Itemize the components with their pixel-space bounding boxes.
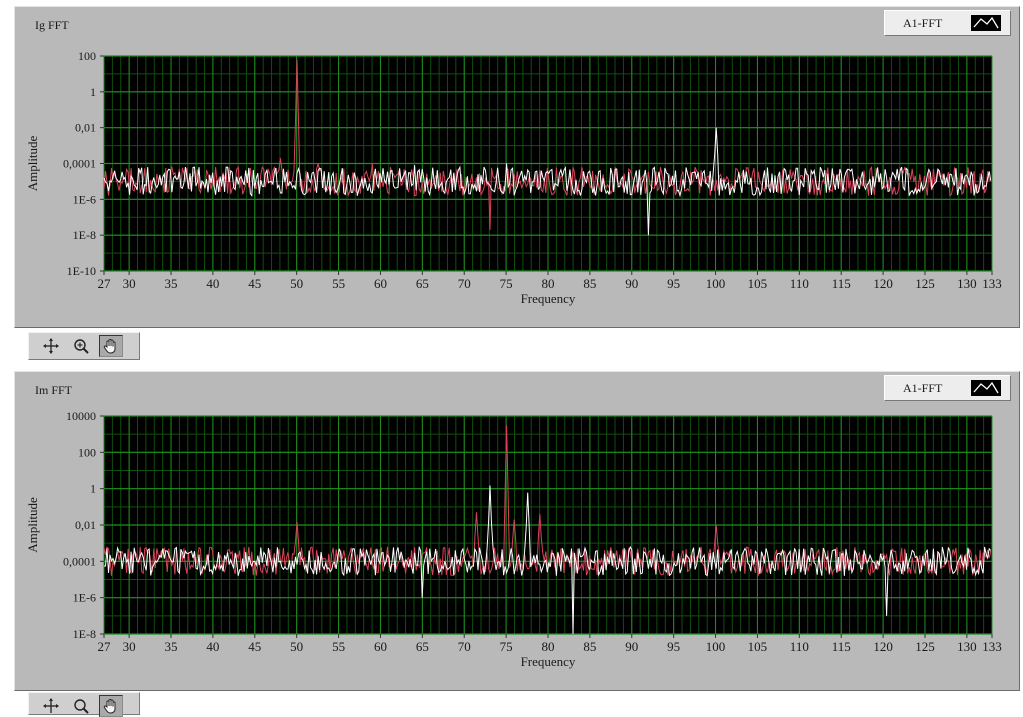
x-tick-label: 85: [583, 276, 596, 291]
y-tick-label: 0,0001: [63, 554, 96, 568]
x-tick-label: 50: [290, 639, 303, 654]
y-tick-label: 100: [78, 49, 96, 63]
x-tick-label: 100: [706, 639, 726, 654]
x-tick-label: 120: [873, 276, 893, 291]
im-fft-chart[interactable]: 27 30 35 40 45 50 55 60 65 70 75 80 85 90 95 100 105 110 1…: [15, 372, 1021, 692]
x-tick-label: 55: [332, 639, 345, 654]
x-tick-label: 115: [832, 276, 851, 291]
x-tick-label: 80: [542, 639, 555, 654]
graph-palette: [28, 332, 140, 360]
x-tick-label: 30: [123, 276, 136, 291]
x-tick-label: 90: [625, 639, 638, 654]
y-tick-label: 0,01: [75, 121, 96, 135]
pan-hand-icon: [103, 339, 116, 354]
x-tick-label: 125: [915, 639, 935, 654]
x-tick-label: 115: [832, 639, 851, 654]
ig-fft-graph-panel: Ig FFT A1-FFT 27 30 35 40 45 50 55 60 65 70 75 80 85…: [14, 6, 1020, 328]
x-tick-label: 95: [667, 639, 680, 654]
x-tick-label: 110: [790, 639, 809, 654]
x-tick-label: 40: [206, 276, 219, 291]
x-tick-label: 133: [982, 639, 1002, 654]
legend-plot-name: A1-FFT: [903, 16, 943, 30]
y-tick-label: 1E-8: [73, 228, 96, 242]
y-tick-label: 1: [90, 482, 96, 496]
x-tick-label: 130: [957, 276, 977, 291]
plot-legend[interactable]: A1-FFT: [884, 375, 1011, 401]
x-tick-label: 45: [248, 639, 261, 654]
x-tick-label: 133: [982, 276, 1002, 291]
x-tick-label: 65: [416, 276, 429, 291]
ig-fft-chart[interactable]: 27 30 35 40 45 50 55 60 65 70 75 80 85 90 95 100 105 110 1…: [15, 7, 1021, 329]
graph-title: Ig FFT: [35, 18, 69, 32]
x-tick-label: 27: [98, 276, 112, 291]
y-tick-label: 100: [78, 445, 96, 459]
y-tick-label: 0,01: [75, 518, 96, 532]
y-tick-label: 1E-6: [73, 192, 96, 206]
cursor-move-tool-button[interactable]: [39, 335, 63, 357]
zoom-tool-button[interactable]: [69, 335, 93, 357]
x-tick-label: 95: [667, 276, 680, 291]
y-tick-label: 1: [90, 85, 96, 99]
x-tick-label: 60: [374, 639, 387, 654]
x-tick-label: 27: [98, 639, 112, 654]
major-grid: [103, 415, 993, 635]
y-axis-label: Amplitude: [25, 135, 40, 191]
cursor-move-tool-button[interactable]: [39, 695, 63, 717]
x-tick-label: 40: [206, 639, 219, 654]
x-tick-label: 30: [123, 639, 136, 654]
pan-tool-button[interactable]: [99, 335, 123, 357]
graph-palette: [28, 692, 140, 717]
x-tick-label: 100: [706, 276, 726, 291]
cursor-move-icon: [43, 338, 59, 354]
x-tick-label: 85: [583, 639, 596, 654]
y-tick-label: 0,0001: [63, 157, 96, 171]
pan-hand-icon: [103, 699, 116, 714]
legend-plot-name: A1-FFT: [903, 381, 943, 395]
series-line-white: [103, 485, 992, 635]
im-fft-graph-panel: Im FFT A1-FFT 27 30 35 40 45 50 55 60 65 70 75 80 85…: [14, 371, 1020, 691]
graph-title: Im FFT: [35, 383, 73, 397]
x-tick-label: 60: [374, 276, 387, 291]
x-axis-label: Frequency: [521, 654, 576, 669]
zoom-icon: [74, 699, 89, 714]
x-tick-label: 50: [290, 276, 303, 291]
y-tick-label: 1E-10: [67, 264, 96, 278]
x-tick-label: 130: [957, 639, 977, 654]
plot-style-swatch-icon[interactable]: [971, 380, 1001, 396]
pan-tool-button[interactable]: [99, 695, 123, 717]
x-tick-label: 75: [500, 276, 513, 291]
cursor-move-icon: [43, 698, 59, 713]
x-tick-label: 120: [873, 639, 893, 654]
x-tick-label: 105: [748, 639, 768, 654]
x-tick-label: 65: [416, 639, 429, 654]
x-tick-label: 45: [248, 276, 261, 291]
x-tick-label: 35: [165, 639, 178, 654]
y-axis-label: Amplitude: [25, 497, 40, 553]
x-tick-label: 70: [458, 276, 471, 291]
y-tick-label: 10000: [66, 409, 96, 423]
series-line-white: [103, 127, 992, 236]
plot-legend[interactable]: A1-FFT: [884, 10, 1011, 36]
plot-style-swatch-icon[interactable]: [971, 15, 1001, 31]
zoom-icon: [74, 339, 89, 354]
x-tick-label: 110: [790, 276, 809, 291]
x-tick-label: 105: [748, 276, 768, 291]
x-tick-label: 55: [332, 276, 345, 291]
x-tick-label: 70: [458, 639, 471, 654]
y-tick-label: 1E-8: [73, 627, 96, 641]
x-tick-label: 90: [625, 276, 638, 291]
x-tick-label: 35: [165, 276, 178, 291]
x-axis-label: Frequency: [521, 291, 576, 306]
x-tick-label: 125: [915, 276, 935, 291]
x-tick-label: 75: [500, 639, 513, 654]
zoom-tool-button[interactable]: [69, 695, 93, 717]
x-tick-label: 80: [542, 276, 555, 291]
y-tick-label: 1E-6: [73, 591, 96, 605]
